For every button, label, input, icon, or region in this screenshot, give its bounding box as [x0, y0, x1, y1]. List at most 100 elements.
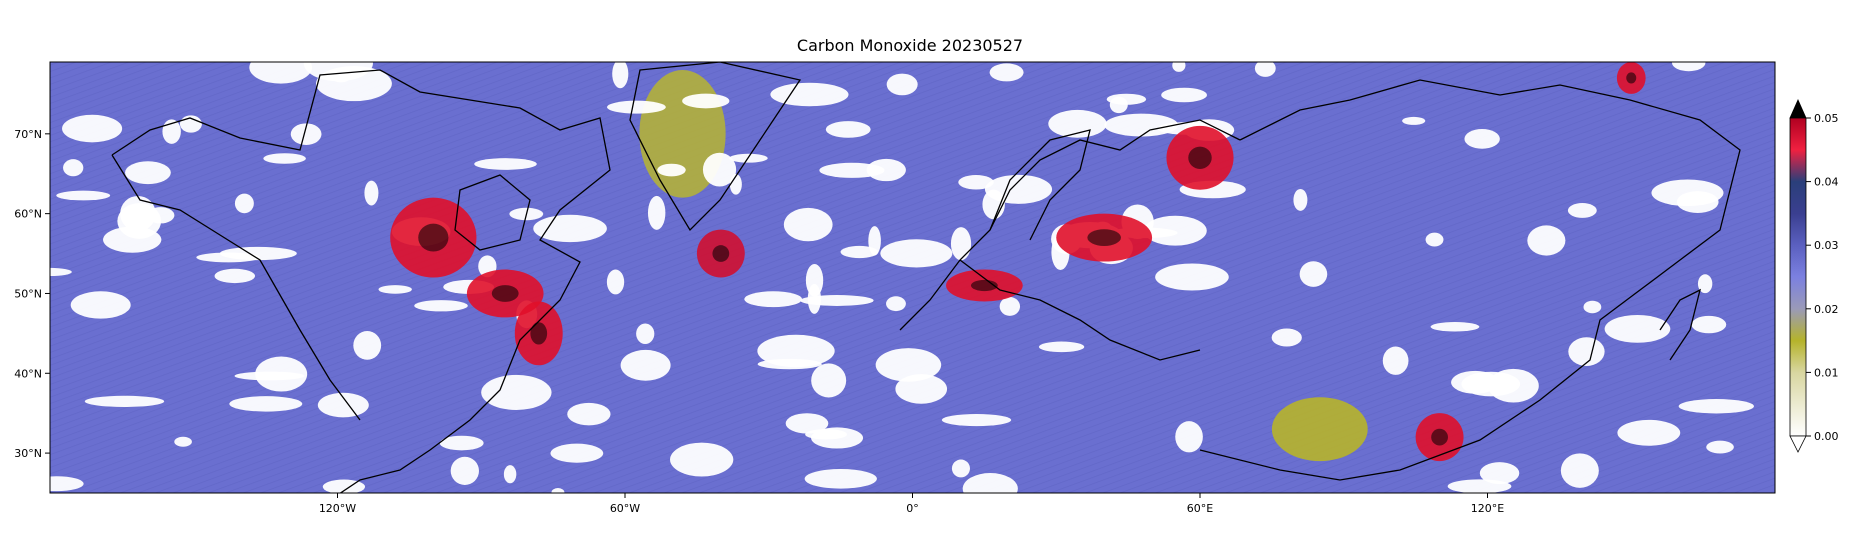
cloud-gap — [1671, 62, 1706, 72]
cloud-gap — [249, 62, 313, 84]
cloud-gap — [1155, 263, 1229, 291]
cloud-gap — [62, 114, 123, 143]
co-plume-core — [418, 223, 449, 252]
cloud-gap — [1568, 337, 1605, 366]
co-plume-core — [1087, 229, 1121, 246]
cloud-gap — [533, 214, 607, 243]
cloud-gap — [962, 473, 1018, 493]
co-plumes — [390, 62, 1646, 462]
cloud-gap — [378, 285, 412, 294]
cloud-gap — [636, 323, 655, 344]
cloud-gap — [234, 193, 254, 214]
low-co-region — [1271, 397, 1368, 462]
cloud-gap — [50, 267, 72, 277]
cloud-gap — [1560, 453, 1599, 488]
cloud-gap — [770, 82, 849, 107]
cloud-gap — [56, 190, 111, 201]
cloud-gap — [1425, 232, 1444, 247]
cloud-gap — [670, 442, 734, 477]
cloud-gap — [783, 207, 833, 242]
cloud-gap — [951, 459, 970, 478]
cloud-gap — [1567, 203, 1597, 218]
cloud-gap — [702, 152, 737, 187]
cloud-gap — [550, 443, 604, 463]
cloud-gap — [607, 100, 666, 114]
cloud-gap — [567, 402, 611, 426]
cloud-gap — [647, 195, 666, 230]
cloud-gap — [744, 291, 803, 308]
coastline-europe — [899, 119, 1241, 361]
map-area — [50, 62, 1775, 493]
cloud-gap — [785, 413, 829, 434]
lat-tick-label: 70°N — [14, 128, 42, 141]
lon-tick-label: 0° — [906, 502, 919, 515]
lon-tick-label: 60°W — [610, 502, 640, 515]
cloud-gap — [229, 396, 303, 412]
cloud-gap — [807, 283, 821, 314]
map-title: Carbon Monoxide 20230527 — [796, 36, 1024, 55]
colorbar-tick-label: 0.02 — [1814, 303, 1839, 316]
colorbar-over-extension — [1789, 99, 1807, 119]
coastline-greenland — [629, 62, 802, 232]
cloud-gap — [1697, 274, 1713, 294]
cloud-gap — [503, 465, 517, 484]
lat-tick-label: 60°N — [14, 208, 42, 221]
cloud-gap — [1104, 113, 1179, 137]
cloud-gap — [886, 296, 906, 312]
cloud-gap — [481, 374, 552, 410]
co-plume-core — [530, 322, 548, 345]
colorbar-body — [1789, 117, 1807, 437]
cloud-gap — [805, 429, 848, 440]
cloud-gap — [886, 73, 918, 96]
cloud-gap — [1271, 328, 1302, 347]
cloud-gap — [757, 358, 822, 370]
cloud-gap — [1604, 314, 1671, 343]
cloud-gap — [612, 62, 629, 89]
coastline-japan — [1659, 288, 1701, 361]
cloud-gap — [999, 296, 1021, 316]
cloud-gap — [1161, 87, 1208, 103]
cloud-gap — [1382, 346, 1409, 375]
cloud-gap — [1109, 96, 1128, 114]
cloud-gap — [70, 291, 131, 319]
cloud-gap — [620, 349, 671, 381]
coastline-asia — [1199, 79, 1741, 481]
cloud-gap — [606, 269, 625, 295]
longitude-ticks: 120°W 60°W 0° 60°E 120°E — [319, 493, 1504, 515]
colorbar-under-extension — [1789, 435, 1807, 453]
cloud-gap — [819, 162, 885, 178]
cloud-gap — [811, 363, 847, 398]
cloud-gap — [439, 435, 484, 451]
colorbar-tick-label: 0.04 — [1814, 176, 1839, 189]
coastline-north-america — [111, 69, 611, 493]
cloud-gap — [120, 195, 156, 232]
cloud-gap — [474, 158, 537, 170]
cloud-gap — [958, 175, 994, 190]
cloud-gap — [84, 395, 165, 407]
cloud-gap — [450, 456, 479, 486]
cloud-gap — [1651, 179, 1724, 207]
cloud-gap — [875, 348, 942, 382]
lat-tick-label: 30°N — [14, 447, 42, 460]
co-plume-core — [1188, 146, 1212, 169]
cloud-gap — [1402, 116, 1426, 125]
cloud-gap — [682, 93, 730, 109]
cloud-gap — [414, 300, 468, 312]
cloud-gap — [804, 468, 877, 489]
cloud-gap — [125, 161, 171, 185]
cloud-gap — [757, 334, 835, 368]
latitude-ticks: 70°N 60°N 50°N 40°N 30°N — [14, 128, 50, 460]
cloud-gap — [196, 252, 260, 263]
cloud-gap — [263, 153, 306, 164]
cloud-gap — [353, 331, 382, 360]
cloud-gap — [984, 174, 1053, 204]
cloud-gap — [255, 356, 308, 392]
lon-tick-label: 60°E — [1187, 502, 1213, 515]
co-plume-core — [1431, 428, 1448, 446]
cloud-gap — [63, 159, 84, 177]
lon-tick-label: 120°E — [1471, 502, 1504, 515]
cloud-gap — [1048, 109, 1107, 138]
cloud-gap — [1479, 462, 1520, 485]
cloud-gap — [1706, 440, 1734, 454]
